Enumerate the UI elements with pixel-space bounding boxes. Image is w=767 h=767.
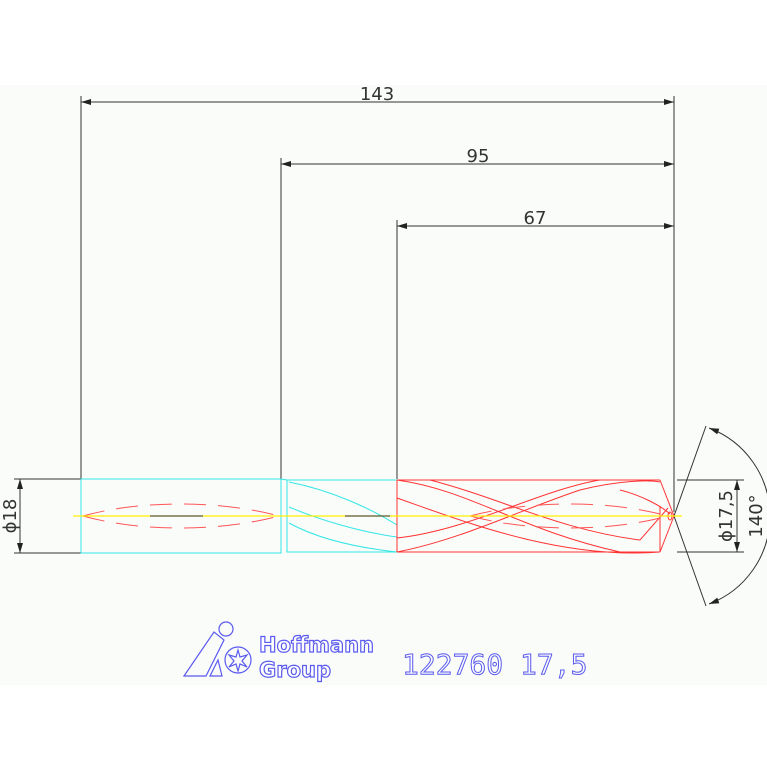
dim-text-143: 143 (360, 84, 394, 105)
logo-text-hoffmann: Hoffmann (259, 633, 374, 657)
angle-leg-bottom (673, 515, 707, 607)
logo-head (218, 621, 234, 637)
drill-body (396, 479, 675, 554)
dimension-lines (17, 99, 767, 607)
body-hidden-lines (469, 503, 669, 529)
angle-arc (708, 427, 767, 605)
shank-hidden-lines (82, 503, 280, 529)
logo-figure (182, 631, 225, 677)
drawing-sheet (0, 85, 767, 685)
dim-text-d18: ϕ18 (0, 499, 21, 534)
dim-text-angle: 140° (746, 494, 767, 537)
hoffmann-logo (182, 621, 252, 677)
dim-text-67: 67 (524, 208, 547, 229)
logo-text-group: Group (259, 658, 331, 682)
dim-text-d175: ϕ17,5 (716, 490, 737, 542)
article-number: 122760 17,5 (402, 648, 587, 681)
logo-star-icon (227, 647, 249, 674)
dim-text-95: 95 (467, 146, 490, 167)
extension-lines (14, 96, 744, 554)
angle-leg-top (673, 425, 707, 517)
